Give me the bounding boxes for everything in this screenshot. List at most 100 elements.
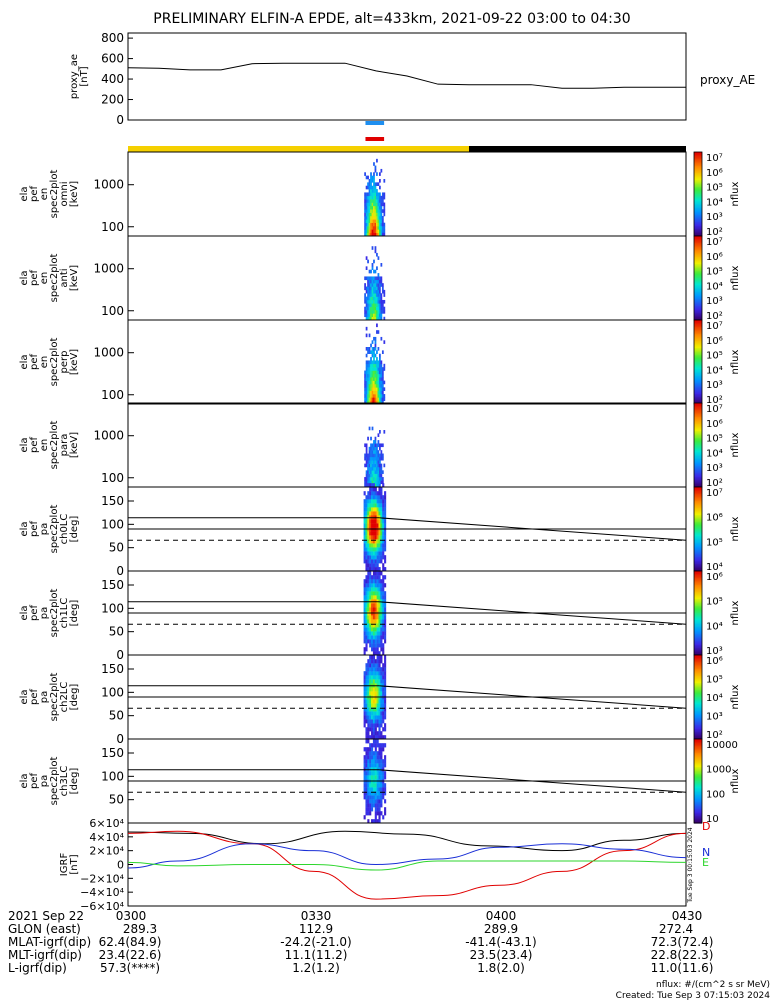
spectrogram-pixel: [383, 363, 386, 368]
pitch-angle-pixel: [382, 743, 385, 748]
colorbar-segment: [694, 793, 702, 796]
pitch-angle-pixel: [371, 679, 374, 684]
pitch-angle-pixel: [363, 703, 366, 708]
pitch-angle-pixel: [372, 787, 376, 792]
spectrogram-pixel: [376, 394, 378, 398]
colorbar-segment: [694, 594, 702, 597]
pitch-angle-pixel: [376, 559, 379, 564]
spectrogram-pixel: [364, 453, 366, 458]
colorbar-segment: [694, 177, 702, 180]
pitch-angle-ytick-label: 50: [109, 709, 124, 723]
spectrogram-pixel: [376, 189, 378, 193]
spectrogram-pixel: [373, 215, 375, 220]
spectrogram-pixel: [371, 367, 374, 371]
colorbar-segment: [694, 642, 702, 645]
status-bars: [128, 121, 686, 152]
spectrogram-pixel: [373, 397, 375, 402]
pitch-angle-pixel: [374, 747, 377, 752]
spectrogram-pixel: [377, 477, 380, 481]
axis-label-line: pa: [39, 607, 50, 619]
pitch-angle-pixel: [372, 519, 376, 524]
colorbar-segment: [694, 634, 702, 636]
spectrogram-pixel: [377, 289, 380, 294]
pitch-angle-pixel: [363, 767, 366, 772]
colorbar-segment: [694, 669, 702, 671]
spectrogram-pixel: [374, 168, 377, 173]
pitch-angle-pixel: [367, 595, 370, 600]
spectrogram-pixel: [380, 202, 383, 207]
spectrogram-ytick-label: 100: [101, 304, 124, 318]
colorbar-segment: [694, 216, 702, 219]
pitch-angle-pixel: [367, 675, 370, 680]
spectrogram-pixel: [368, 286, 371, 291]
pitch-angle-pixel: [380, 791, 383, 796]
colorbar-segment: [694, 356, 702, 359]
pitch-angle-pixel: [363, 723, 366, 728]
colorbar-segment: [694, 505, 702, 508]
pitch-angle-pixel: [376, 631, 379, 636]
pitch-angle-pixel: [363, 679, 366, 684]
axis-label-line: pef: [29, 689, 40, 706]
pitch-angle-pixel: [382, 667, 385, 672]
colorbar-segment: [694, 576, 702, 579]
spectrogram-pixel: [364, 443, 366, 448]
colorbar-segment: [694, 421, 702, 424]
pitch-angle-pixel: [371, 771, 374, 776]
spectrogram-pixel: [365, 450, 368, 454]
spectrogram-pixel: [376, 480, 378, 485]
pitch-angle-pixel: [363, 491, 366, 496]
spectrogram-pixel: [376, 202, 378, 207]
pitch-angle-pixel: [376, 739, 379, 744]
pitch-angle-pixel: [382, 623, 385, 628]
pitch-angle-pixel: [365, 715, 368, 720]
pitch-angle-pixel: [376, 691, 379, 696]
pitch-angle-pixel: [380, 707, 383, 712]
spectrogram-pixel: [380, 383, 383, 388]
colorbar-segment: [694, 159, 702, 161]
pitch-angle-pixel: [378, 671, 381, 676]
spectrogram-ytick-label: 100: [101, 471, 124, 485]
spectrogram-pixel: [373, 195, 375, 200]
pitch-angle-pixel: [382, 519, 385, 524]
spectrogram-pixel: [365, 463, 368, 468]
spectrogram-pixel: [371, 350, 374, 354]
spectrogram-pixel: [367, 209, 369, 213]
colorbar-tick-label: 10³: [706, 646, 723, 657]
pitch-angle-pixel: [376, 523, 379, 528]
spectrogram-pixel: [377, 273, 380, 277]
spectrogram-pixel: [373, 279, 375, 284]
pitch-angle-pixel: [384, 727, 387, 732]
pitch-angle-pixel: [371, 735, 374, 740]
spectrogram-pixel: [368, 316, 371, 321]
pitch-angle-pixel: [363, 631, 366, 636]
spectrogram-pixel: [379, 377, 381, 381]
colorbar-segment: [694, 697, 702, 699]
spectrogram-pixel: [376, 286, 378, 291]
pitch-angle-pixel: [376, 663, 379, 668]
pitch-angle-pixel: [382, 547, 385, 552]
spectrogram-pixel: [381, 310, 384, 314]
spectrogram-pixel: [364, 172, 366, 176]
spectrogram-pixel: [373, 259, 375, 264]
pitch-angle-pixel: [376, 531, 379, 536]
spectrogram-pixel: [367, 229, 369, 234]
colorbar-segment: [694, 531, 702, 534]
colorbar-segment: [694, 702, 702, 705]
spectrogram-pixel: [377, 330, 380, 334]
spectrogram-pixel: [371, 470, 374, 474]
spectrogram-pixel: [367, 279, 369, 284]
colorbar-segment: [694, 740, 702, 743]
pitch-angle-pixel: [384, 495, 387, 500]
pitch-angle-pixel: [376, 619, 379, 624]
spectrogram-pixel: [376, 466, 378, 471]
pitch-angle-pixel: [384, 503, 387, 508]
colorbar-segment: [694, 262, 702, 265]
colorbar-tick-label: 10⁶: [706, 336, 723, 347]
pitch-angle-pixel: [376, 803, 379, 808]
pitch-angle-pixel: [367, 663, 370, 668]
pitch-angle-pixel: [378, 503, 381, 508]
colorbar-segment: [694, 557, 702, 559]
spectrogram-pixel: [377, 377, 380, 381]
pitch-angle-pixel: [376, 571, 379, 576]
spectrogram-pixel: [376, 306, 378, 311]
